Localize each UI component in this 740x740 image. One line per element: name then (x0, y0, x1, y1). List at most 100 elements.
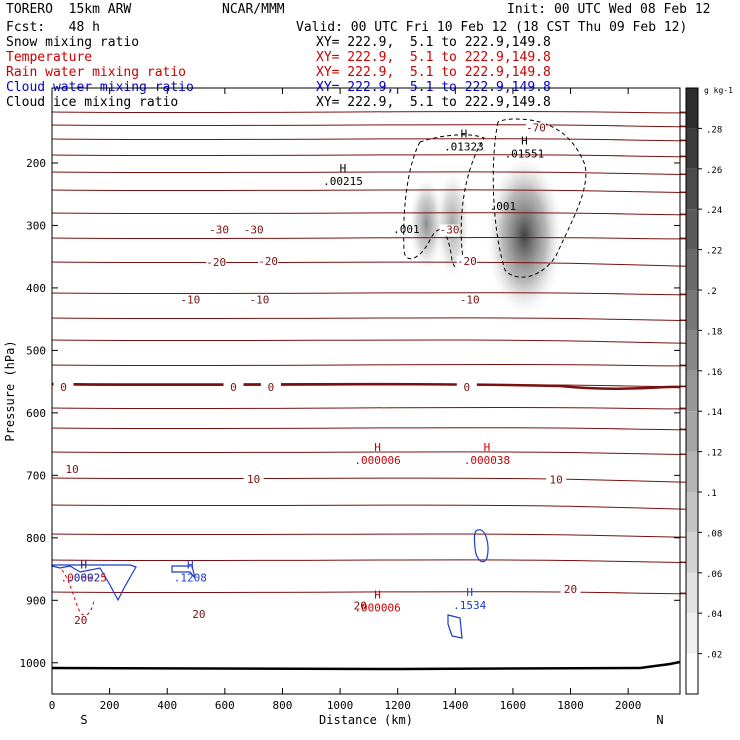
colorbar-segment (686, 88, 698, 129)
temperature-label-bg (223, 382, 244, 394)
temperature-label-bg (249, 294, 270, 307)
colorbar-tick-label: .24 (706, 206, 722, 216)
isotherm-line (51, 154, 697, 158)
temperature-label: -30 (244, 224, 264, 237)
cloud-water-contour (447, 614, 463, 639)
y-tick-label: 400 (26, 282, 46, 295)
colorbar-segment (686, 168, 698, 210)
legend-xy: XY= 222.9, 5.1 to 222.9,149.8 (316, 65, 551, 80)
isotherm-zero-line (51, 382, 681, 390)
temperature-label: 10 (247, 473, 260, 486)
cloud-water-max-label: .0692 (67, 572, 100, 585)
rain-contour (61, 569, 95, 616)
temperature-label-bg (188, 608, 209, 621)
ice-contour-label: .001 (490, 200, 517, 213)
colorbar-segment (686, 411, 698, 452)
isotherm-line (51, 317, 697, 322)
temperature-label-bg (456, 255, 477, 268)
y-tick-label: 600 (26, 407, 46, 420)
y-tick-label: 500 (26, 344, 46, 357)
x-tick-label: 1600 (500, 699, 527, 712)
colorbar-frame (685, 87, 699, 695)
colorbar-tick-label: .16 (706, 368, 722, 378)
x-tick-label: 200 (100, 699, 120, 712)
isotherm-line (51, 236, 697, 240)
temperature-label-bg (243, 473, 264, 486)
colorbar-tick-label: .12 (706, 449, 722, 459)
colorbar-segment (686, 653, 698, 694)
isotherm-line (51, 110, 697, 114)
x-tick-label: 0 (49, 699, 56, 712)
temperature-label: 10 (550, 473, 563, 486)
y-tick-label: 900 (26, 594, 46, 607)
isotherm-line (51, 477, 697, 483)
colorbar-segment (686, 532, 698, 573)
legend-label: Cloud ice mixing ratio (6, 95, 179, 110)
temperature-label-bg (206, 257, 227, 270)
x-tick-label: 2000 (615, 699, 642, 712)
cloud-water-contour (51, 564, 137, 602)
temperature-label: 0 (230, 381, 237, 394)
rain-max-marker: H (374, 589, 381, 602)
temperature-label: -10 (249, 294, 269, 307)
temperature-label: -10 (180, 294, 200, 307)
temperature-label: -20 (457, 255, 477, 268)
colorbar-segment (686, 290, 698, 331)
colorbar-segment (686, 209, 698, 250)
isotherm-line (51, 212, 697, 216)
isotherm-line (51, 261, 697, 267)
temperature-label: -30 (209, 224, 229, 237)
temperature-label: 0 (60, 381, 67, 394)
legend-xy: XY= 222.9, 5.1 to 222.9,149.8 (316, 35, 551, 50)
temperature-label: 10 (66, 463, 79, 476)
temperature-label: 20 (564, 583, 577, 596)
rain-max-marker: H (484, 441, 491, 454)
colorbar-segment (686, 128, 698, 169)
snow-max-marker: H (340, 162, 347, 175)
x-tick-label: 1000 (327, 699, 354, 712)
snow-max-label: .00215 (323, 175, 363, 188)
isotherm-line (51, 138, 697, 142)
colorbar-segment (686, 370, 698, 412)
temperature-label-bg (260, 382, 281, 394)
header-center: NCAR/MMM (222, 2, 285, 17)
temperature-label: 20 (192, 608, 205, 621)
temperature-label-bg (560, 583, 581, 596)
y-tick-label: 200 (26, 157, 46, 170)
x-tick-label: 1400 (442, 699, 469, 712)
temperature-label-bg (70, 615, 91, 628)
cloud-water-contour (473, 529, 489, 563)
x-axis-title: Distance (km) (319, 713, 413, 727)
x-tick-label: 800 (273, 699, 293, 712)
legend-label: Temperature (6, 50, 93, 65)
isotherm-line (51, 292, 697, 296)
isotherm-line (51, 504, 697, 510)
colorbar-tick-label: .18 (706, 327, 722, 337)
temperature-label: 0 (464, 381, 471, 394)
snow-max-marker: H (521, 134, 528, 147)
cloud-water-max-marker: H (187, 559, 194, 572)
temperature-label-bg (62, 463, 83, 476)
plot-frame (51, 87, 681, 695)
isotherm-line (51, 559, 697, 564)
legend-xy: XY= 222.9, 5.1 to 222.9,149.8 (316, 95, 551, 110)
snow-contour (492, 118, 587, 278)
colorbar-tick-label: .06 (706, 570, 722, 580)
temperature-label-bg (209, 224, 230, 237)
legend-xy: XY= 222.9, 5.1 to 222.9,149.8 (316, 50, 551, 65)
y-tick-label: 300 (26, 219, 46, 232)
temperature-label-bg (243, 224, 264, 237)
isotherm-line (51, 427, 697, 431)
colorbar-units: g kg-1 (704, 86, 733, 95)
temperature-label-bg (456, 382, 477, 394)
rain-max-marker: H (374, 441, 381, 454)
temperature-label-bg (180, 294, 201, 307)
colorbar-tick-label: .26 (706, 166, 722, 176)
header-valid: Valid: 00 UTC Fri 10 Feb 12 (18 CST Thu … (296, 20, 688, 35)
temperature-label-bg (439, 224, 460, 237)
colorbar-segment (686, 492, 698, 533)
temperature-label-bg (546, 474, 567, 487)
legend-label: Snow mixing ratio (6, 35, 140, 50)
isotherm-line (51, 363, 697, 367)
section-start-label: S (80, 713, 87, 727)
